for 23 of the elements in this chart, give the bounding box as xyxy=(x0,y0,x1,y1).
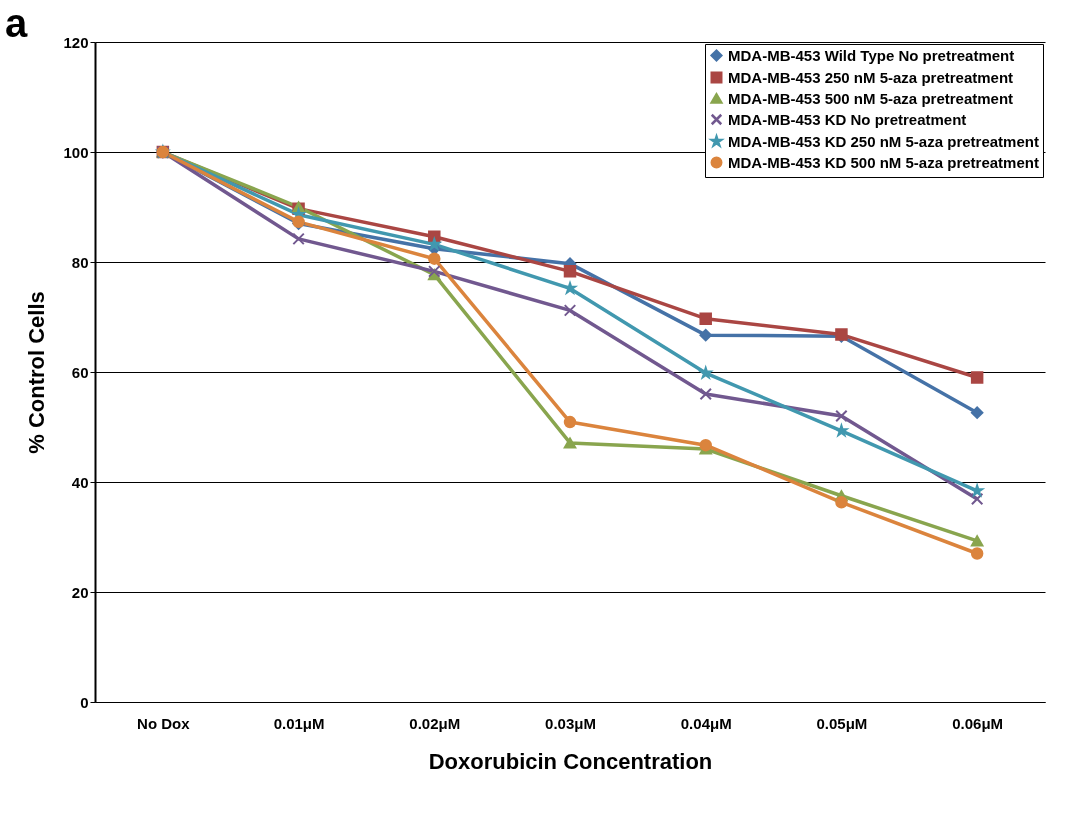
y-tick-label: 100 xyxy=(63,143,89,161)
x-axis-title: Doxorubicin Concentration xyxy=(428,748,713,774)
y-axis-title: % Control Cells xyxy=(24,291,50,454)
y-tick-label: 80 xyxy=(71,253,89,271)
x-tick-label: 0.03μM xyxy=(545,714,596,732)
legend-label: MDA-MB-453 250 nM 5-aza pretreatment xyxy=(728,68,1014,86)
y-tick-label: 40 xyxy=(71,473,89,491)
legend-label: MDA-MB-453 Wild Type No pretreatment xyxy=(728,46,1015,64)
y-tick-label: 60 xyxy=(71,363,89,381)
x-tick-label: No Dox xyxy=(137,714,191,732)
legend-label: MDA-MB-453 KD 500 nM 5-aza pretreatment xyxy=(728,153,1039,171)
legend-label: MDA-MB-453 500 nM 5-aza pretreatment xyxy=(728,89,1014,107)
x-tick-label: 0.06μM xyxy=(952,714,1004,732)
legend-label: MDA-MB-453 KD No pretreatment xyxy=(728,110,967,128)
x-tick-label: 0.05μM xyxy=(816,714,868,732)
x-tick-label: 0.02μM xyxy=(409,714,461,732)
y-tick-label: 20 xyxy=(71,583,89,601)
legend-label: MDA-MB-453 KD 250 nM 5-aza pretreatment xyxy=(728,132,1039,150)
y-tick-label: 0 xyxy=(80,693,89,711)
x-tick-label: 0.04μM xyxy=(680,714,732,732)
y-tick-label: 120 xyxy=(63,33,89,51)
x-tick-label: 0.01μM xyxy=(273,714,325,732)
chart-title: a xyxy=(5,1,28,45)
